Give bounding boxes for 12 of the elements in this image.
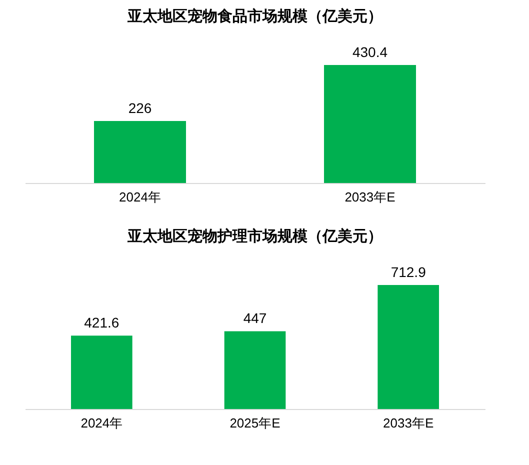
data-label: 447	[243, 310, 267, 326]
x-tick-label: 2024年	[119, 190, 161, 204]
data-label: 712.9	[390, 264, 426, 280]
data-label: 226	[128, 100, 152, 116]
x-tick-label: 2033年E	[344, 190, 396, 204]
x-tick-label: 2024年	[80, 416, 123, 430]
data-label: 421.6	[84, 314, 120, 331]
x-tick-label: 2025年E	[230, 416, 281, 430]
chart-title: 亚太地区宠物食品市场规模（亿美元）	[126, 7, 382, 25]
chart-title: 亚太地区宠物护理市场规模（亿美元）	[126, 227, 382, 245]
x-tick-label: 2033年E	[383, 416, 434, 430]
data-label: 430.4	[352, 44, 388, 60]
